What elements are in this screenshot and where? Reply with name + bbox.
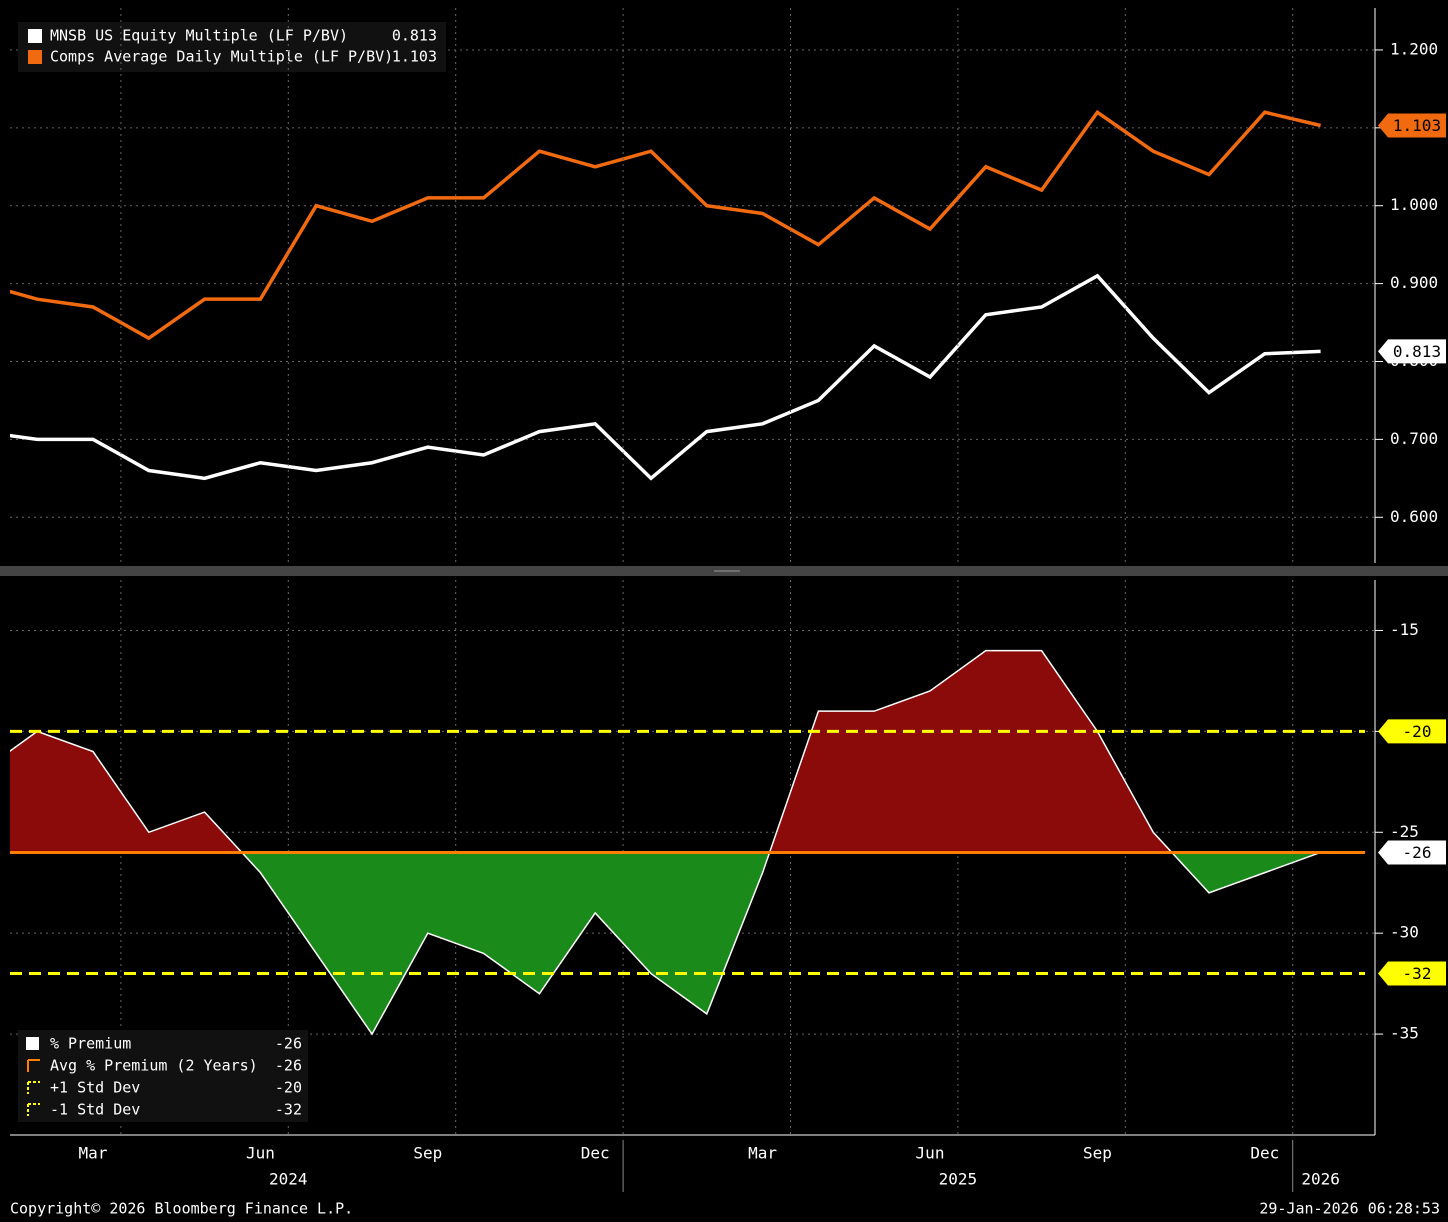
legend-value: -20 [275, 1079, 302, 1097]
year-label: 2025 [939, 1170, 978, 1189]
y-tick-label: -35 [1390, 1024, 1419, 1043]
x-tick-label: Sep [1083, 1144, 1112, 1163]
legend-swatch [27, 1059, 40, 1072]
y-tick-label: 1.200 [1390, 39, 1438, 58]
legend-label: MNSB US Equity Multiple (LF P/BV) [50, 27, 348, 45]
x-tick-label: Dec [1250, 1144, 1279, 1163]
value-tag [1378, 113, 1446, 138]
legend-value: 1.103 [392, 48, 437, 66]
x-tick-label: Jun [916, 1144, 945, 1163]
legend-label: Comps Average Daily Multiple (LF P/BV) [50, 48, 393, 66]
year-label: 2024 [269, 1170, 308, 1189]
area-below [10, 852, 1321, 1035]
y-tick-label: -25 [1390, 822, 1419, 841]
legend-bg [18, 1030, 308, 1122]
y-tick-label: 1.000 [1390, 195, 1438, 214]
copyright: Copyright© 2026 Bloomberg Finance L.P. [10, 1200, 353, 1218]
x-tick-label: Jun [246, 1144, 275, 1163]
legend-value: -26 [275, 1057, 302, 1075]
x-tick-label: Mar [79, 1144, 108, 1163]
value-tag [1378, 840, 1446, 865]
x-tick-label: Dec [581, 1144, 610, 1163]
year-label: 2026 [1301, 1170, 1340, 1189]
legend-swatch [28, 50, 42, 64]
y-tick-label: 0.600 [1390, 507, 1438, 526]
legend-label: % Premium [50, 1035, 131, 1053]
legend-swatch [26, 1037, 39, 1050]
y-tick-label: 0.900 [1390, 273, 1438, 292]
value-tag-label: -26 [1403, 843, 1432, 862]
value-tag-label: 0.813 [1393, 342, 1441, 361]
x-tick-label: Mar [748, 1144, 777, 1163]
y-tick-label: -30 [1390, 923, 1419, 942]
legend-swatch [27, 1081, 40, 1094]
value-tag-label: -32 [1403, 964, 1432, 983]
value-tag [1378, 339, 1446, 364]
y-tick-label: -15 [1390, 620, 1419, 639]
legend-swatch [28, 29, 42, 43]
x-tick-label: Sep [413, 1144, 442, 1163]
value-tag-label: -20 [1403, 722, 1432, 741]
legend-label: -1 Std Dev [50, 1101, 140, 1119]
legend-label: +1 Std Dev [50, 1079, 140, 1097]
legend-value: -26 [275, 1035, 302, 1053]
y-tick-label: 0.700 [1390, 429, 1438, 448]
legend-swatch [27, 1103, 40, 1116]
area-above [10, 650, 1321, 853]
timestamp: 29-Jan-2026 06:28:53 [1259, 1200, 1440, 1218]
series-line [10, 109, 1322, 341]
legend-value: -32 [275, 1101, 302, 1119]
series-line [10, 273, 1321, 481]
legend-value: 0.813 [392, 27, 437, 45]
legend-label: Avg % Premium (2 Years) [50, 1057, 258, 1075]
legend-bg [18, 22, 446, 72]
value-tag [1378, 719, 1446, 744]
value-tag [1378, 961, 1446, 986]
value-tag-label: 1.103 [1393, 116, 1441, 135]
